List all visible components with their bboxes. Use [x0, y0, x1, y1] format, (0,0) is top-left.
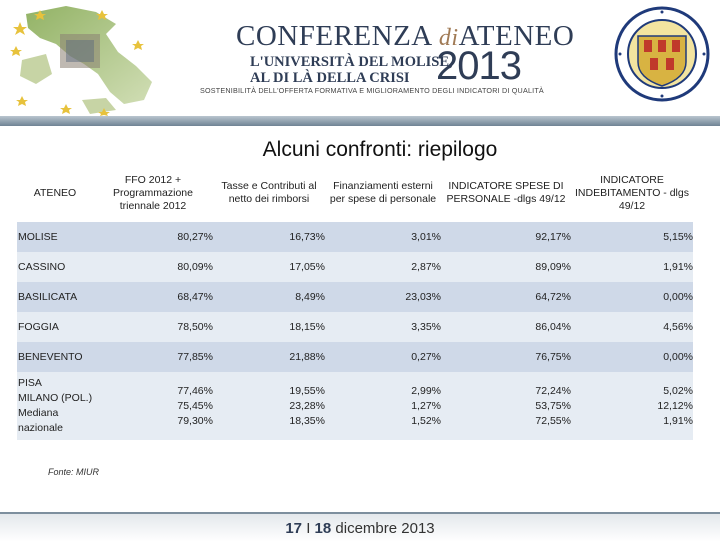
source-note: Fonte: MIUR — [48, 467, 100, 477]
table-cell: 89,09% — [441, 252, 571, 282]
table-cell: 75,45% — [177, 399, 213, 412]
conference-title: CONFERENZA diATENEO — [236, 20, 575, 52]
table-cell: 18,35% — [289, 414, 325, 427]
header-divider-bar — [0, 116, 720, 126]
column-header: Tasse e Contributi al netto dei rimborsi — [221, 180, 317, 205]
table-row: CASSINO 80,09% 17,05% 2,87% 89,09% 1,91% — [17, 252, 693, 282]
table-cell: 21,88% — [213, 342, 325, 372]
conference-tagline: SOSTENIBILITÀ DELL'OFFERTA FORMATIVA E M… — [200, 86, 544, 95]
table-cell: 77,85% — [93, 342, 213, 372]
header-banner: CONFERENZA diATENEO L'UNIVERSITÀ DEL MOL… — [0, 0, 720, 122]
column-header: INDICATORE INDEBITAMENTO - dlgs 49/12 — [575, 173, 689, 212]
ateneo-name: Mediana nazionale — [18, 407, 63, 434]
column-header: Finanziamenti esterni per spese di perso… — [329, 180, 437, 205]
table-cell: 78,50% — [93, 312, 213, 342]
table-cell: 5,15% — [571, 222, 693, 252]
ateneo-name-group: PISA MILANO (POL.) Mediana nazionale — [17, 372, 93, 440]
table-cell: 1,91% — [663, 414, 693, 427]
table-cell: 0,00% — [571, 342, 693, 372]
table-cell: 19,55% — [289, 384, 325, 397]
table-cell: 16,73% — [213, 222, 325, 252]
ateneo-name: BENEVENTO — [17, 342, 93, 372]
table-cell: 0,00% — [571, 282, 693, 312]
table-cell: 5,02% — [663, 384, 693, 397]
table-cell: 3,35% — [325, 312, 441, 342]
table-cell-group: 5,02% 12,12% 1,91% — [571, 372, 693, 440]
ateneo-name: MILANO (POL.) — [18, 392, 93, 404]
table-cell: 1,52% — [411, 414, 441, 427]
table-cell: 80,09% — [93, 252, 213, 282]
subtitle-line-1: L'UNIVERSITÀ DEL MOLISE, — [250, 54, 453, 70]
table-cell: 18,15% — [213, 312, 325, 342]
table-cell: 80,27% — [93, 222, 213, 252]
subtitle-line-2: AL DI LÀ DELLA CRISI — [250, 70, 410, 86]
conference-dates: 17 I 18 dicembre 2013 — [285, 520, 435, 537]
table-cell: 17,05% — [213, 252, 325, 282]
table-cell-group: 77,46% 75,45% 79,30% — [93, 372, 213, 440]
column-header: ATENEO — [33, 186, 77, 199]
table-row: BENEVENTO 77,85% 21,88% 0,27% 76,75% 0,0… — [17, 342, 693, 372]
comparison-table: ATENEO FFO 2012 + Programmazione trienna… — [17, 164, 693, 440]
table-cell: 76,75% — [441, 342, 571, 372]
table-cell: 8,49% — [213, 282, 325, 312]
university-seal-icon — [614, 6, 710, 102]
table-cell: 23,28% — [289, 399, 325, 412]
column-header: INDICATORE SPESE DI PERSONALE -dlgs 49/1… — [446, 180, 566, 205]
table-cell: 0,27% — [325, 342, 441, 372]
table-cell: 4,56% — [571, 312, 693, 342]
table-cell: 86,04% — [441, 312, 571, 342]
table-cell: 23,03% — [325, 282, 441, 312]
table-cell: 64,72% — [441, 282, 571, 312]
table-header-row: ATENEO FFO 2012 + Programmazione trienna… — [17, 164, 693, 222]
table-cell: 2,99% — [411, 384, 441, 397]
ateneo-name: FOGGIA — [17, 312, 93, 342]
slide-title: Alcuni confronti: riepilogo — [262, 138, 498, 161]
footer-bar: 17 I 18 dicembre 2013 — [0, 512, 720, 542]
italy-map-icon — [10, 6, 152, 116]
table-cell: 92,17% — [441, 222, 571, 252]
table-cell: 72,24% — [535, 384, 571, 397]
table-cell: 2,87% — [325, 252, 441, 282]
table-cell: 53,75% — [535, 399, 571, 412]
table-cell: 68,47% — [93, 282, 213, 312]
ateneo-name: CASSINO — [17, 252, 93, 282]
table-row: MOLISE 80,27% 16,73% 3,01% 92,17% 5,15% — [17, 222, 693, 252]
table-cell: 77,46% — [177, 384, 213, 397]
ateneo-name: MOLISE — [17, 222, 93, 252]
column-header: FFO 2012 + Programmazione triennale 2012 — [113, 173, 193, 212]
table-cell: 79,30% — [177, 414, 213, 427]
table-cell-group: 2,99% 1,27% 1,52% — [325, 372, 441, 440]
table-cell: 1,91% — [571, 252, 693, 282]
ateneo-name: BASILICATA — [17, 282, 93, 312]
table-cell-group: 19,55% 23,28% 18,35% — [213, 372, 325, 440]
ateneo-name: PISA — [18, 377, 42, 389]
conference-year: 2013 — [436, 44, 522, 88]
table-cell: 12,12% — [657, 399, 693, 412]
table-row: BASILICATA 68,47% 8,49% 23,03% 64,72% 0,… — [17, 282, 693, 312]
table-cell: 3,01% — [325, 222, 441, 252]
table-row: FOGGIA 78,50% 18,15% 3,35% 86,04% 4,56% — [17, 312, 693, 342]
table-cell-group: 72,24% 53,75% 72,55% — [441, 372, 571, 440]
table-cell: 72,55% — [535, 414, 571, 427]
table-cell: 1,27% — [411, 399, 441, 412]
table-row: PISA MILANO (POL.) Mediana nazionale 77,… — [17, 372, 693, 440]
